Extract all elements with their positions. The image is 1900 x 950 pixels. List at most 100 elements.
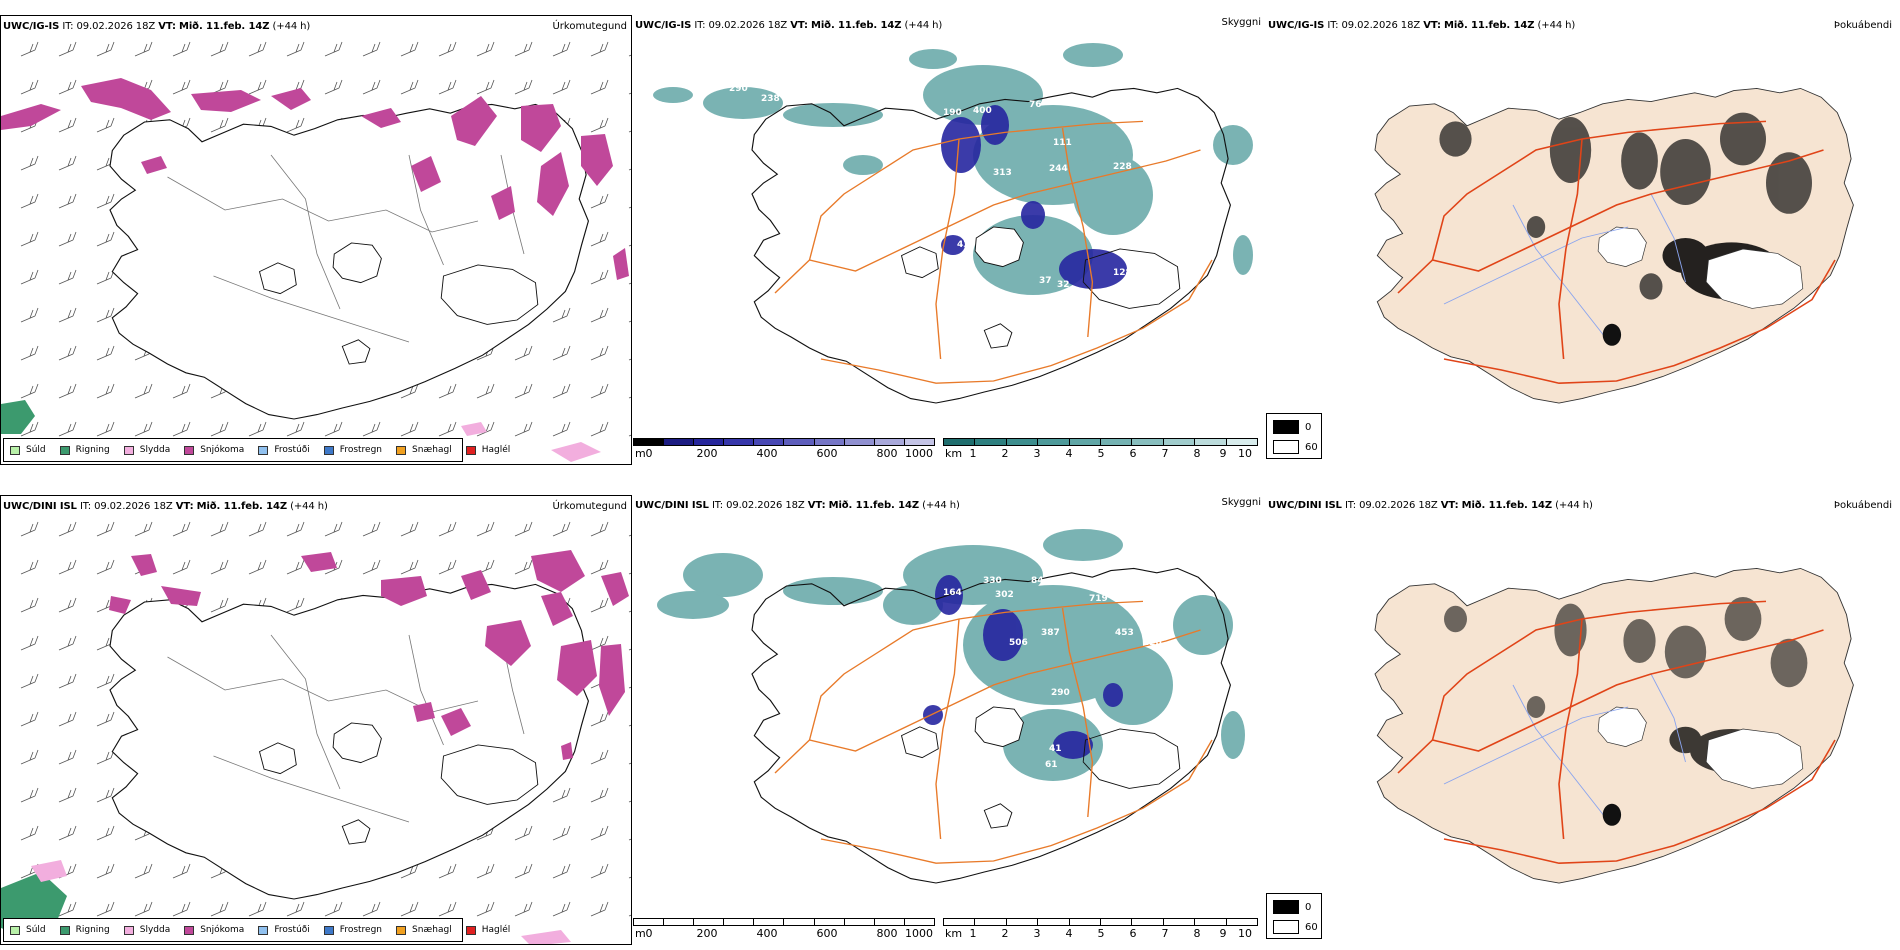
wind-barb [590,193,609,209]
wind-barb [58,749,77,765]
wind-barb [628,358,631,361]
svg-text:77: 77 [1063,294,1076,304]
wind-barb [58,901,77,917]
wind-barb [96,117,115,133]
wind-barb [362,41,381,57]
wind-barb [210,41,229,57]
wind-barb [210,421,229,437]
svg-text:244: 244 [1049,164,1068,174]
wind-barb [58,421,77,437]
wind-barb [628,396,631,399]
wind-barb [96,673,115,689]
panel-name: Skyggni [1221,17,1261,28]
legend-item: Snæhagl [396,445,452,455]
wind-barb [514,383,533,399]
wind-barb [552,421,571,437]
svg-text:313: 313 [993,168,1012,178]
panel-title: UWC/DINI ISL IT: 09.02.2026 18Z VT: Mið.… [635,500,960,511]
wind-barb [552,787,571,803]
wind-barb [590,521,609,537]
wind-barb [58,711,77,727]
svg-text:387: 387 [1041,628,1060,638]
svg-text:125: 125 [1113,742,1132,752]
wind-barb [514,41,533,57]
wind-barb [590,345,609,361]
wind-barb [438,41,457,57]
svg-text:37: 37 [1039,276,1052,286]
wind-barb [628,686,631,689]
colorbar-ticks: km 1 2 3 4 5 6 7 8 9 10 [945,447,1252,460]
svg-text:238: 238 [761,94,780,104]
wind-barb [58,383,77,399]
colorbar-ticks: km 1 2 3 4 5 6 7 8 9 10 [945,927,1252,940]
wind-barb [20,673,39,689]
wind-barb [628,724,631,727]
wind-barb [400,559,419,575]
precip-map [1,41,631,462]
wind-barb [590,79,609,95]
legend-swatch [123,925,134,935]
svg-text:76: 76 [1029,100,1042,110]
svg-text:330: 330 [983,576,1002,586]
wind-barb [514,345,533,361]
wind-barb [134,41,153,57]
wind-barb [58,825,77,841]
wind-barb [438,383,457,399]
wind-barb [476,79,495,95]
wind-barb [96,269,115,285]
wind-barb [552,863,571,879]
fog-legend: 0 60 [1266,893,1322,939]
svg-text:228: 228 [1113,162,1132,172]
legend-swatch [258,925,269,935]
wind-barb [552,79,571,95]
svg-text:453: 453 [1115,628,1134,638]
fog-map [1374,87,1854,404]
wind-barb [552,901,571,917]
wind-barb [20,307,39,323]
legend-item: Slydda [123,925,170,935]
wind-barb [514,825,533,841]
wind-barb [58,787,77,803]
wind-barb [58,635,77,651]
wind-barb [590,231,609,247]
colorbar-ticks: m 0 200 400 600 800 1000 [635,447,933,460]
precip-map [1,521,631,944]
svg-text:420: 420 [1143,638,1162,648]
svg-text:179: 179 [1161,198,1180,208]
wind-barb [172,41,191,57]
wind-barb [552,825,571,841]
svg-text:506: 506 [1009,638,1028,648]
wind-barb [58,193,77,209]
wind-barb [628,168,631,171]
wind-barb [438,521,457,537]
wind-barb [248,559,267,575]
wind-barb [210,559,229,575]
wind-barb [134,863,153,879]
wind-barb [628,534,631,537]
legend-swatch [396,925,407,935]
svg-text:41: 41 [1143,146,1156,156]
wind-barb [210,521,229,537]
svg-text:148: 148 [959,184,978,194]
svg-text:719: 719 [1089,594,1108,604]
wind-barb [210,117,229,133]
wind-barb [20,155,39,171]
wind-barb [590,41,609,57]
svg-text:32: 32 [1057,280,1070,290]
fog-map [1374,567,1854,884]
wind-barb [58,79,77,95]
wind-barb [248,421,267,437]
wind-barb [96,307,115,323]
legend-swatch [123,445,134,455]
svg-text:21: 21 [955,714,968,724]
legend-item: Rigning [59,925,110,935]
wind-barb [438,559,457,575]
wind-barb [590,117,609,133]
wind-barb [590,787,609,803]
wind-barb [590,825,609,841]
wind-barb [514,559,533,575]
legend-swatch [184,925,195,935]
wind-barb [590,383,609,399]
fog-panel-bottom: UWC/DINI ISL IT: 09.02.2026 18Z VT: Mið.… [1266,495,1900,945]
precip-legend: Súld Rigning Slydda Snjókoma Frostúði Fr… [3,918,510,942]
